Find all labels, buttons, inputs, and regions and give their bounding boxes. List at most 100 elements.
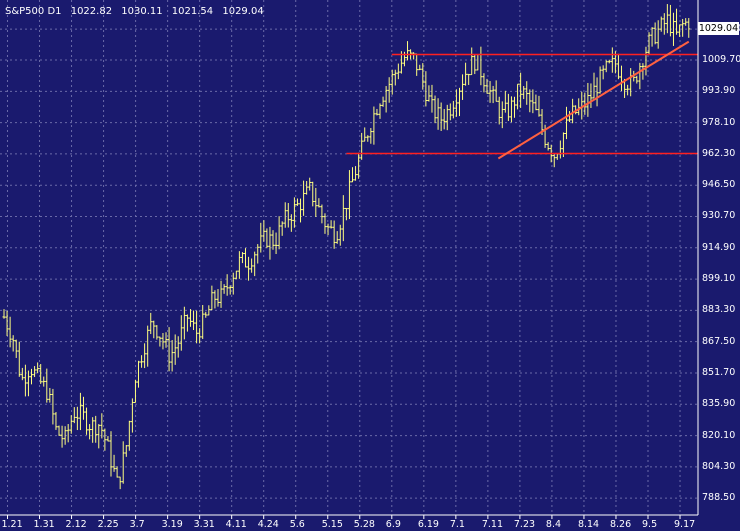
ohlc-bar: [244, 248, 247, 268]
ohlc-bar: [292, 197, 296, 228]
ohlc-bar: [350, 167, 354, 183]
ohlc-bar: [671, 12, 675, 46]
chart-grid: [0, 0, 698, 519]
x-tick-label: 5.15: [321, 519, 343, 530]
ohlc-bar: [26, 370, 30, 397]
ohlc-bar: [140, 355, 144, 368]
ohlc-bar: [115, 466, 119, 478]
ohlc-bar: [546, 142, 550, 151]
ohlc-bar: [66, 424, 70, 443]
ohlc-bar: [2, 309, 6, 319]
ohlc-bar: [127, 420, 131, 451]
ohlc-bar: [678, 24, 682, 37]
ohlc-bar: [75, 406, 79, 431]
ohlc-bar: [387, 77, 391, 103]
ohlc-bars: [2, 4, 691, 490]
ohlc-bar: [503, 90, 507, 113]
ohlc-bar: [198, 328, 202, 344]
ohlc-bar: [347, 170, 351, 220]
y-tick-label: 788.50: [702, 492, 736, 504]
ohlc-bar: [430, 84, 434, 113]
ascending-trendline[interactable]: [497, 40, 690, 160]
ohlc-bar: [366, 135, 370, 142]
ohlc-bar: [662, 13, 666, 35]
ohlc-bar: [225, 274, 229, 296]
ohlc-bar: [231, 272, 235, 295]
x-tick-label: 8.26: [609, 519, 632, 530]
ohlc-bar: [607, 59, 611, 64]
ohlc-bar: [143, 343, 147, 369]
ohlc-bar: [396, 63, 400, 80]
ohlc-bar: [589, 83, 593, 108]
ohlc-bar: [598, 66, 602, 94]
y-tick-label: 899.10: [702, 273, 736, 285]
ohlc-bar: [378, 103, 382, 119]
ohlc-bar: [668, 4, 672, 37]
ohlc-bar: [445, 104, 449, 131]
ohlc-bar: [338, 224, 342, 246]
ohlc-bar: [192, 310, 196, 331]
ohlc-bar: [57, 425, 61, 436]
y-tick-label: 883.30: [702, 304, 736, 316]
ohlc-bar: [45, 368, 49, 403]
ohlc-bar: [91, 417, 95, 443]
ohlc-bar: [265, 228, 269, 249]
ohlc-bar: [329, 220, 333, 229]
ohlc-bar: [60, 425, 64, 448]
x-tick-label: 4.11: [225, 519, 247, 530]
ohlc-bar: [158, 336, 162, 347]
y-tick-label: 851.70: [702, 366, 736, 378]
ohlc-bar: [457, 87, 461, 117]
y-tick-label: 1009.70: [702, 54, 740, 66]
ohlc-bar: [500, 101, 504, 129]
ohlc-bar: [534, 94, 538, 111]
ohlc-bar: [684, 18, 688, 26]
ohlc-bar: [448, 103, 452, 121]
x-tick-label: 8.4: [545, 519, 562, 530]
open-value: 1022.82: [70, 6, 113, 17]
ohlc-bar: [482, 73, 486, 93]
ohlc-bar: [213, 290, 217, 309]
x-tick-label: 7.23: [513, 519, 536, 530]
ohlc-bar: [164, 332, 168, 348]
ohlc-bar: [571, 98, 575, 124]
ohlc-bar: [247, 256, 251, 281]
ohlc-bar: [97, 424, 101, 449]
ohlc-bar: [299, 198, 303, 223]
ohlc-bar: [182, 306, 186, 340]
ohlc-bar: [8, 316, 12, 348]
ohlc-bar: [173, 334, 177, 365]
ohlc-bar: [36, 362, 40, 374]
ohlc-bar: [583, 92, 587, 115]
ohlc-bar: [552, 154, 556, 168]
ohlc-bar: [317, 198, 321, 208]
ohlc-bar: [308, 177, 312, 191]
ohlc-bar: [384, 86, 388, 113]
ohlc-bar: [485, 78, 489, 94]
ohlc-bar: [314, 187, 318, 217]
ohlc-bar: [601, 65, 605, 80]
ohlc-bar: [610, 47, 614, 73]
ohlc-bar: [54, 412, 58, 430]
ohlc-bar: [51, 388, 55, 425]
ohlc-bar: [311, 181, 315, 207]
ohlc-bar: [274, 232, 278, 255]
ohlc-bar: [88, 424, 92, 440]
ohlc-bar: [85, 407, 89, 435]
x-tick-label: 3.19: [161, 519, 183, 530]
ohlc-bar: [176, 336, 180, 358]
ohlc-bar: [647, 32, 651, 55]
ohlc-bar: [118, 476, 122, 490]
y-tick-label: 835.90: [702, 398, 736, 410]
ohlc-bar: [372, 106, 376, 145]
x-tick-label: 7.1: [449, 519, 465, 530]
ohlc-bar: [253, 251, 257, 277]
ohlc-bar: [644, 46, 648, 76]
ohlc-bar: [100, 413, 104, 439]
ohlc-bar: [250, 258, 254, 273]
ohlc-bar: [146, 325, 150, 367]
ohlc-bar: [439, 102, 443, 132]
x-tick-label: 2.25: [97, 519, 119, 530]
ohlc-bar: [72, 407, 76, 424]
